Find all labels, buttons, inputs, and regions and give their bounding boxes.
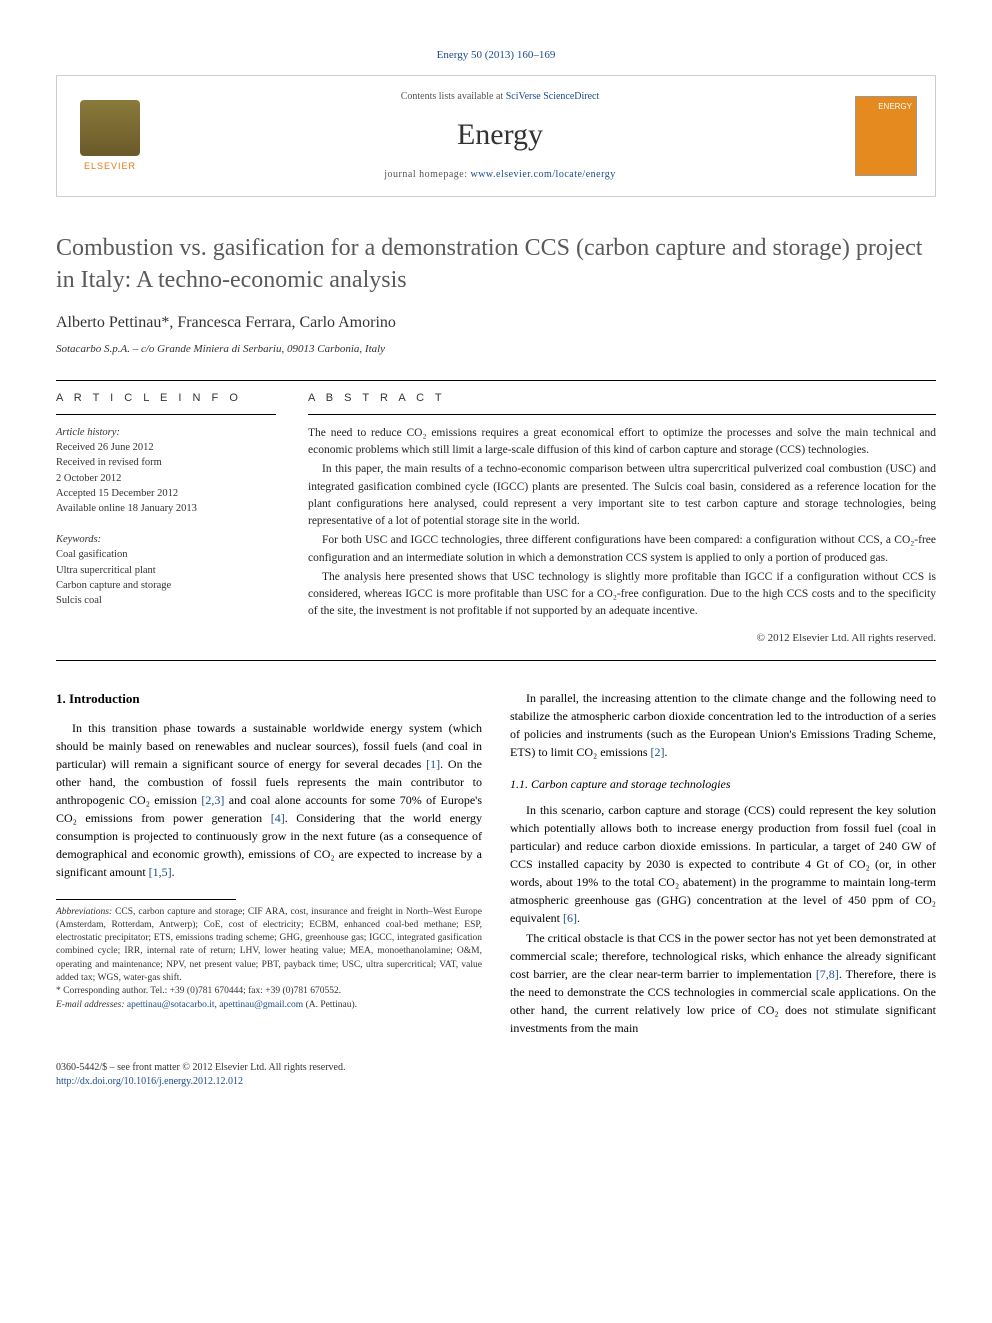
ref-1[interactable]: [1] [426, 757, 440, 771]
copyright: © 2012 Elsevier Ltd. All rights reserved… [308, 631, 936, 646]
doi-link[interactable]: http://dx.doi.org/10.1016/j.energy.2012.… [56, 1076, 243, 1087]
email-1[interactable]: apettinau@sotacarbo.it [127, 1000, 215, 1010]
abstract-p4: The analysis here presented shows that U… [308, 569, 936, 621]
email-2[interactable]: apettinau@gmail.com [219, 1000, 303, 1010]
article-page: Energy 50 (2013) 160–169 ELSEVIER Conten… [0, 0, 992, 1137]
abstract-text: The need to reduce CO₂ emissions require… [308, 425, 936, 621]
abstract-p2: In this paper, the main results of a tec… [308, 461, 936, 530]
footnote-separator [56, 899, 236, 900]
info-abstract-row: A R T I C L E I N F O Article history: R… [56, 381, 936, 647]
contents-prefix: Contents lists available at [401, 91, 506, 102]
intro-p2: In parallel, the increasing attention to… [510, 689, 936, 761]
body-text: 1. Introduction In this transition phase… [56, 689, 936, 1037]
email-line: E-mail addresses: apettinau@sotacarbo.it… [56, 999, 482, 1012]
authors: Alberto Pettinau*, Francesca Ferrara, Ca… [56, 312, 936, 334]
cover-label: ENERGY [878, 101, 912, 112]
heading-introduction: 1. Introduction [56, 689, 482, 709]
homepage-link[interactable]: www.elsevier.com/locate/energy [470, 169, 615, 180]
abstract-column: A B S T R A C T The need to reduce CO₂ e… [308, 381, 936, 647]
sciencedirect-link[interactable]: SciVerse ScienceDirect [506, 91, 600, 102]
journal-name: Energy [163, 114, 837, 156]
header-center: Contents lists available at SciVerse Sci… [163, 90, 837, 182]
affiliation: Sotacarbo S.p.A. – c/o Grande Miniera di… [56, 342, 936, 357]
keyword-3: Carbon capture and storage [56, 578, 276, 593]
journal-homepage: journal homepage: www.elsevier.com/locat… [163, 168, 837, 182]
ref-2-3[interactable]: [2,3] [201, 793, 224, 807]
article-info-label: A R T I C L E I N F O [56, 381, 276, 415]
received-date: Received 26 June 2012 [56, 440, 276, 455]
email-who: (A. Pettinau). [303, 1000, 357, 1010]
abstract-label: A B S T R A C T [308, 381, 936, 415]
heading-1-1: 1.1. Carbon capture and storage technolo… [510, 775, 936, 793]
article-title: Combustion vs. gasification for a demons… [56, 233, 936, 295]
footnotes: Abbreviations: CCS, carbon capture and s… [56, 906, 482, 1012]
ref-7-8[interactable]: [7,8] [816, 967, 839, 981]
rule-bottom [56, 660, 936, 661]
footer: 0360-5442/$ – see front matter © 2012 El… [56, 1061, 936, 1089]
article-history: Article history: Received 26 June 2012 R… [56, 425, 276, 516]
publisher-name: ELSEVIER [84, 160, 136, 173]
keywords-heading: Keywords: [56, 532, 276, 547]
issn-line: 0360-5442/$ – see front matter © 2012 El… [56, 1061, 936, 1075]
s11-p1: In this scenario, carbon capture and sto… [510, 801, 936, 927]
journal-cover-thumb: ENERGY [855, 96, 917, 176]
keyword-4: Sulcis coal [56, 593, 276, 608]
ref-1-5[interactable]: [1,5] [149, 865, 172, 879]
s11-p2: The critical obstacle is that CCS in the… [510, 929, 936, 1037]
revised-line1: Received in revised form [56, 455, 276, 470]
corresponding-author: * Corresponding author. Tel.: +39 (0)781… [56, 985, 482, 998]
ref-4[interactable]: [4] [271, 811, 285, 825]
abbrev-text: CCS, carbon capture and storage; CIF ARA… [56, 907, 482, 983]
elsevier-tree-icon [80, 100, 140, 156]
abstract-p1: The need to reduce CO₂ emissions require… [308, 425, 936, 460]
history-heading: Article history: [56, 425, 276, 440]
journal-header: ELSEVIER Contents lists available at Sci… [56, 75, 936, 197]
homepage-prefix: journal homepage: [384, 169, 470, 180]
keyword-1: Coal gasification [56, 547, 276, 562]
online-date: Available online 18 January 2013 [56, 501, 276, 516]
abstract-p3: For both USC and IGCC technologies, thre… [308, 532, 936, 567]
publisher-logo: ELSEVIER [75, 96, 145, 176]
article-info-column: A R T I C L E I N F O Article history: R… [56, 381, 276, 647]
citation: Energy 50 (2013) 160–169 [56, 48, 936, 63]
keywords-block: Keywords: Coal gasification Ultra superc… [56, 532, 276, 608]
revised-line2: 2 October 2012 [56, 471, 276, 486]
ref-6[interactable]: [6] [563, 911, 577, 925]
abbreviations: Abbreviations: CCS, carbon capture and s… [56, 906, 482, 986]
contents-available: Contents lists available at SciVerse Sci… [163, 90, 837, 104]
keyword-2: Ultra supercritical plant [56, 563, 276, 578]
ref-2[interactable]: [2] [651, 745, 665, 759]
email-label: E-mail addresses: [56, 1000, 125, 1010]
intro-p1: In this transition phase towards a susta… [56, 719, 482, 881]
accepted-date: Accepted 15 December 2012 [56, 486, 276, 501]
abbrev-label: Abbreviations: [56, 907, 112, 917]
